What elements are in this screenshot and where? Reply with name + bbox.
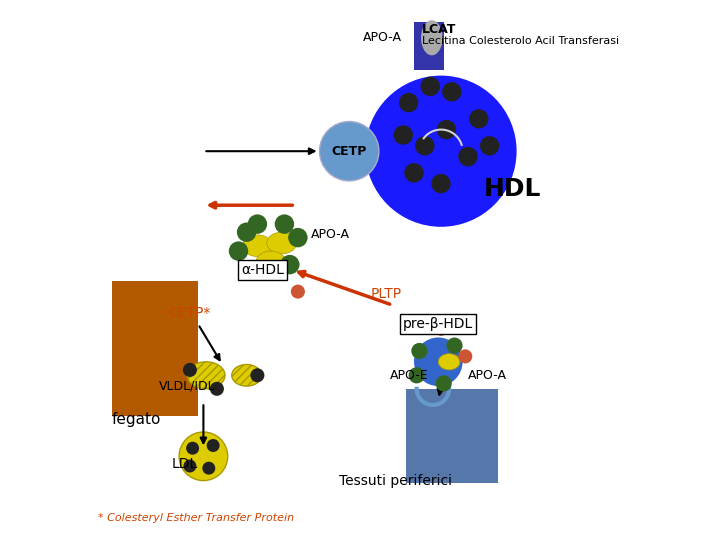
Circle shape	[207, 439, 220, 452]
Circle shape	[459, 349, 472, 363]
Circle shape	[288, 228, 307, 247]
Circle shape	[442, 82, 462, 102]
Circle shape	[186, 442, 199, 455]
Circle shape	[420, 77, 440, 96]
Ellipse shape	[421, 20, 443, 56]
Circle shape	[431, 174, 451, 193]
Circle shape	[210, 382, 224, 396]
Text: PLTP: PLTP	[371, 287, 402, 301]
Circle shape	[411, 343, 428, 359]
Circle shape	[202, 462, 215, 475]
Ellipse shape	[438, 354, 460, 370]
Circle shape	[436, 375, 452, 391]
Text: LCAT: LCAT	[422, 23, 456, 36]
Text: VLDL/IDL: VLDL/IDL	[159, 380, 215, 393]
Text: CETP: CETP	[331, 145, 367, 158]
Circle shape	[446, 338, 463, 354]
Circle shape	[183, 363, 197, 377]
Circle shape	[458, 147, 478, 166]
Circle shape	[248, 214, 267, 234]
Ellipse shape	[243, 235, 272, 256]
Circle shape	[394, 125, 413, 145]
Ellipse shape	[256, 251, 286, 273]
Circle shape	[435, 323, 448, 336]
Text: pre-β-HDL: pre-β-HDL	[403, 317, 474, 331]
Text: LDL: LDL	[171, 457, 197, 471]
Text: Tessuti periferici: Tessuti periferici	[338, 474, 451, 488]
Circle shape	[274, 214, 294, 234]
Circle shape	[365, 76, 517, 227]
Ellipse shape	[267, 232, 297, 254]
Circle shape	[399, 93, 418, 112]
Text: HDL: HDL	[484, 177, 541, 201]
Circle shape	[469, 109, 488, 129]
Bar	[414, 22, 444, 70]
Circle shape	[415, 136, 435, 156]
Ellipse shape	[187, 362, 225, 389]
Circle shape	[480, 136, 500, 156]
Text: APO-A: APO-A	[363, 31, 402, 44]
Text: α-HDL: α-HDL	[241, 263, 284, 277]
Circle shape	[280, 255, 300, 274]
Circle shape	[409, 367, 425, 383]
Circle shape	[437, 120, 456, 139]
Text: * Colesteryl Esther Transfer Protein: * Colesteryl Esther Transfer Protein	[98, 514, 294, 523]
Text: APO-A: APO-A	[468, 369, 507, 382]
Circle shape	[251, 368, 264, 382]
Ellipse shape	[232, 364, 261, 386]
Text: CETP*: CETP*	[168, 306, 211, 320]
Bar	[112, 281, 198, 416]
Circle shape	[184, 460, 197, 472]
Circle shape	[179, 432, 228, 481]
Circle shape	[320, 122, 379, 181]
Circle shape	[405, 163, 423, 183]
Text: APO-A: APO-A	[311, 228, 351, 241]
Circle shape	[291, 285, 305, 299]
Circle shape	[414, 338, 463, 386]
Text: Lecitina Colesterolo Acil Transferasi: Lecitina Colesterolo Acil Transferasi	[422, 36, 619, 45]
Bar	[406, 389, 498, 483]
Circle shape	[229, 241, 248, 261]
Text: APO-E: APO-E	[390, 369, 428, 382]
Circle shape	[237, 222, 256, 242]
Text: fegato: fegato	[112, 411, 161, 427]
